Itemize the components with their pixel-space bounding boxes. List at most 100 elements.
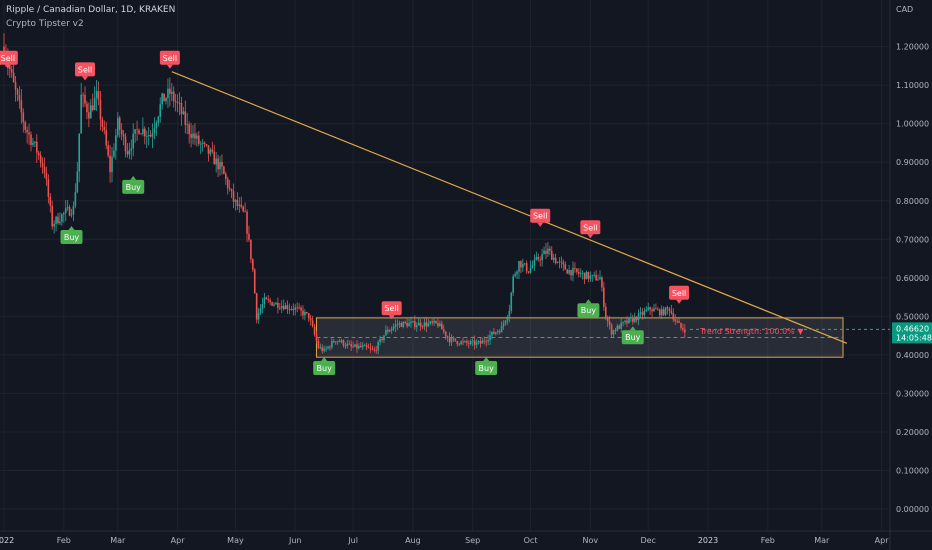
candle-body bbox=[248, 233, 250, 240]
candle-body bbox=[539, 259, 541, 261]
price-tick-label: 0.60000 bbox=[896, 274, 929, 283]
candle-body bbox=[138, 130, 140, 134]
candle-body bbox=[437, 323, 439, 327]
candle-body bbox=[240, 204, 243, 207]
time-tick-label: Mar bbox=[110, 536, 126, 545]
candle-body bbox=[402, 321, 405, 327]
candle-body bbox=[442, 329, 445, 332]
candle-body bbox=[20, 100, 23, 113]
candle-body bbox=[99, 99, 102, 120]
candle-body bbox=[510, 292, 513, 311]
candle-body bbox=[593, 274, 596, 276]
candle-body bbox=[348, 343, 351, 345]
candle-body bbox=[35, 141, 38, 153]
candle-body bbox=[107, 145, 109, 156]
candle-body bbox=[427, 323, 430, 327]
candle-body bbox=[228, 188, 231, 190]
sell-signal-label: Sell bbox=[163, 54, 177, 63]
candle-body bbox=[172, 91, 175, 102]
candle-body bbox=[562, 262, 565, 265]
sell-signal-label: Sell bbox=[533, 212, 547, 221]
price-tick-label: 1.20000 bbox=[896, 43, 929, 52]
candle-body bbox=[537, 257, 540, 260]
candle-body bbox=[62, 213, 65, 215]
time-tick-label: Oct bbox=[524, 536, 538, 545]
candle-body bbox=[396, 324, 399, 326]
sell-signal-pointer bbox=[4, 64, 11, 69]
candle-body bbox=[213, 151, 216, 165]
candle-body bbox=[520, 261, 522, 268]
candle-body bbox=[111, 156, 113, 173]
candle-body bbox=[356, 344, 358, 349]
candle-body bbox=[431, 321, 433, 323]
candle-body bbox=[319, 347, 322, 349]
buy-signal-pointer bbox=[68, 226, 75, 231]
sell-signal-pointer bbox=[388, 315, 395, 320]
candle-body bbox=[142, 128, 144, 135]
candle-body bbox=[265, 297, 268, 300]
indicator-name[interactable]: Crypto Tipster v2 bbox=[6, 19, 84, 29]
candle-body bbox=[32, 142, 34, 145]
candle-body bbox=[595, 274, 597, 281]
candle-body bbox=[288, 308, 291, 310]
candle-body bbox=[334, 341, 337, 343]
candle-body bbox=[109, 155, 111, 173]
sell-signal-badge bbox=[0, 50, 18, 65]
time-tick-label: Feb bbox=[761, 536, 775, 545]
candle-body bbox=[207, 145, 210, 154]
candle-body bbox=[14, 82, 17, 90]
candle-body bbox=[369, 348, 372, 349]
candle-body bbox=[660, 309, 663, 316]
candle-body bbox=[603, 287, 605, 307]
price-tick-label: 0.20000 bbox=[896, 428, 929, 437]
candle-body bbox=[167, 88, 169, 98]
candle-body bbox=[637, 313, 640, 321]
candle-body bbox=[641, 312, 644, 315]
time-tick-label: Apr bbox=[875, 536, 890, 545]
candle-body bbox=[379, 338, 381, 342]
candle-body bbox=[469, 341, 472, 344]
buy-signal-badge bbox=[475, 361, 498, 376]
candle-body bbox=[226, 178, 229, 189]
candle-body bbox=[238, 204, 241, 206]
candle-body bbox=[564, 264, 567, 270]
candle-body bbox=[477, 341, 480, 343]
buy-signal-badge bbox=[60, 230, 83, 245]
candle-body bbox=[417, 322, 420, 326]
chart-title: Ripple / Canadian Dollar, 1D, KRAKEN bbox=[6, 5, 176, 15]
candle-body bbox=[282, 305, 285, 310]
candle-body bbox=[126, 151, 129, 155]
candle-body bbox=[662, 309, 665, 315]
candle-body bbox=[188, 124, 190, 135]
candle-body bbox=[34, 141, 36, 143]
sell-signal-pointer bbox=[537, 222, 544, 227]
candle-body bbox=[506, 316, 509, 321]
buy-signal-pointer bbox=[629, 326, 636, 331]
candle-body bbox=[261, 303, 264, 309]
candle-body bbox=[550, 250, 553, 260]
price-tick-label: 0.80000 bbox=[896, 197, 929, 206]
candle-body bbox=[410, 321, 412, 324]
candle-body bbox=[618, 325, 621, 329]
last-price-value: 0.46620 bbox=[896, 324, 929, 333]
buy-signal-label: Buy bbox=[126, 183, 142, 192]
buy-signal-pointer bbox=[130, 175, 137, 180]
candle-body bbox=[414, 321, 416, 328]
candle-body bbox=[466, 341, 468, 344]
candle-body bbox=[674, 319, 677, 322]
candle-body bbox=[398, 323, 401, 325]
currency-label: CAD bbox=[896, 5, 913, 14]
candle-body bbox=[97, 91, 100, 100]
candle-body bbox=[253, 269, 256, 294]
candle-body bbox=[423, 322, 426, 327]
price-tick-label: 1.10000 bbox=[896, 81, 929, 90]
candle-body bbox=[491, 331, 493, 336]
candle-body bbox=[269, 300, 271, 303]
candle-body bbox=[309, 318, 312, 321]
candle-body bbox=[45, 173, 48, 180]
candle-body bbox=[275, 302, 277, 305]
candle-body bbox=[643, 310, 646, 315]
candle-body bbox=[194, 133, 196, 139]
